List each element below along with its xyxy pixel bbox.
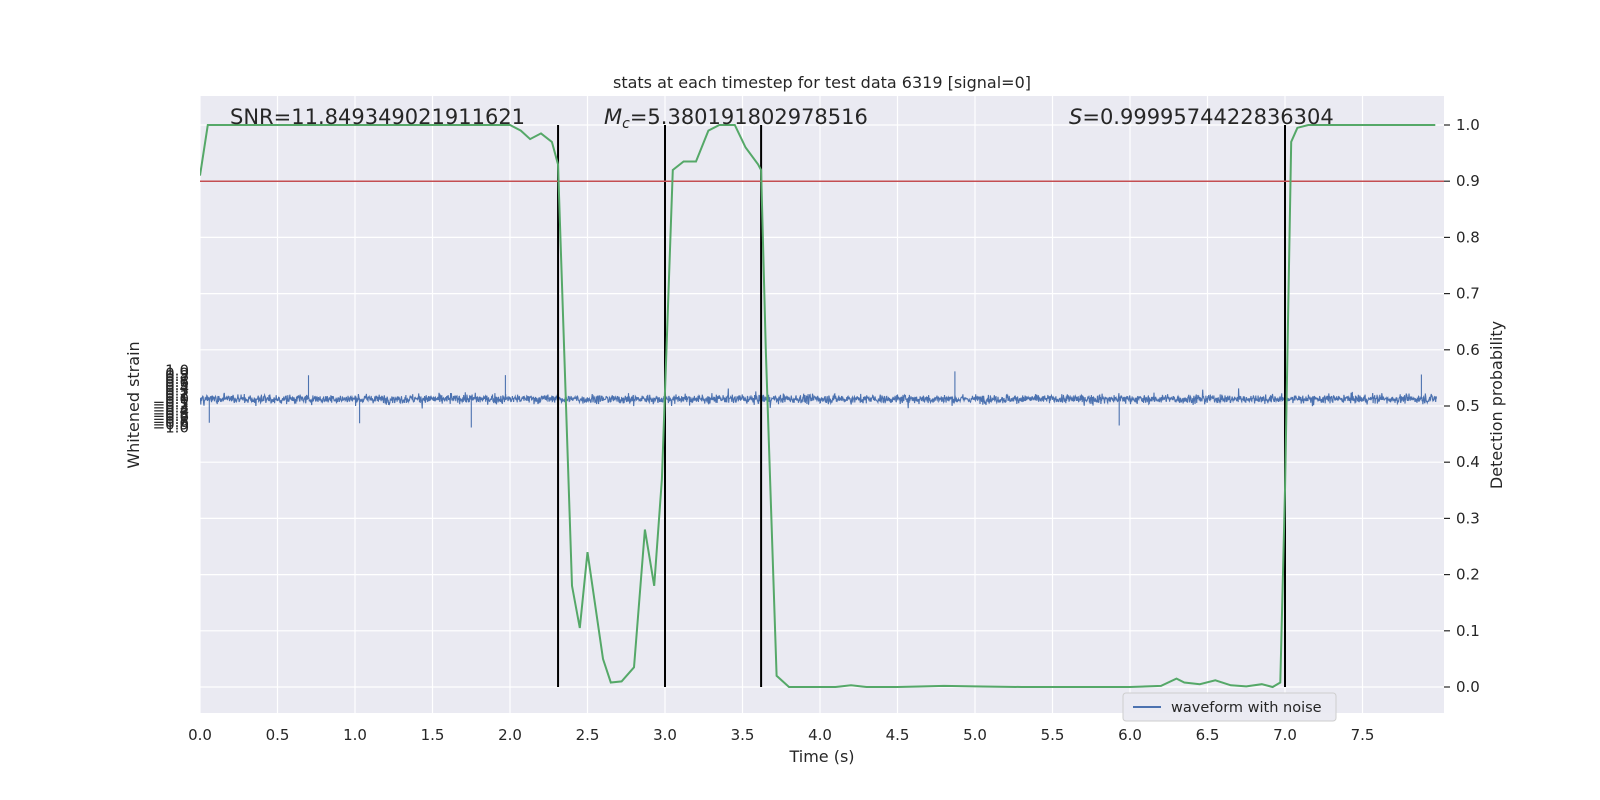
y-right-tick-label: 0.8 [1456,228,1480,246]
y-left-tick-label: 0.4 [165,379,189,397]
y-left-tick-label: −0.9 [153,416,189,434]
x-tick-label: 7.0 [1273,726,1297,744]
x-tick-label: 3.0 [653,726,677,744]
x-tick-label: 2.0 [498,726,522,744]
grid-lines [199,96,1444,713]
y-left-tick-label: 0.8 [165,367,189,385]
legend: waveform with noise [1122,692,1337,722]
y-right-tick-label: 0.6 [1456,341,1480,359]
y-right-tick-label: 0.1 [1456,622,1480,640]
y-left-tick-label: −0.4 [153,401,189,419]
legend-label: waveform with noise [1171,700,1322,716]
chirp-mass-annotation: Mc=5.380191802978516 [604,105,868,132]
x-tick-label: 5.0 [963,726,987,744]
y-right-tick-label: 0.7 [1456,285,1480,303]
y-right-tick-label: 0.3 [1456,509,1480,527]
y-right-tick-label: 0.2 [1456,566,1480,584]
x-tick-label: 0.5 [266,726,290,744]
y-left-tick-label: −1.0 [153,419,189,437]
x-tick-label: 5.5 [1041,726,1065,744]
y-left-tick-label: 0.7 [165,370,189,388]
y-left-tick-label: −0.1 [153,393,189,411]
y-left-tick-label: 0.3 [165,381,189,399]
y-right-axis-label: Detection probability [1487,321,1506,489]
y-left-axis-label: Whitened strain [124,341,143,468]
y-left-tick-label: 0.6 [165,373,189,391]
y-right-tick-label: 0.0 [1456,678,1480,696]
waveform-line [200,371,1438,428]
y-left-tick-label: 0.1 [165,387,189,405]
y-right-axis-ticks: 1.0 0.9 0.8 0.7 0.6 0.5 0.4 0.3 0.2 0.1 0.0 [1444,116,1480,696]
y-right-tick-label: 0.9 [1456,172,1480,190]
mc-value: =5.380191802978516 [630,105,868,129]
y-left-tick-label: −0.8 [153,413,189,431]
y-left-tick-label: −0.6 [153,407,189,425]
x-tick-label: 4.0 [808,726,832,744]
x-tick-label: 4.5 [886,726,910,744]
x-tick-label: 7.5 [1351,726,1375,744]
x-tick-label: 6.5 [1196,726,1220,744]
y-left-tick-label: −0.7 [153,410,189,428]
snr-annotation: SNR=11.849349021911621 [230,105,525,129]
chart-title: stats at each timestep for test data 631… [613,73,1031,92]
y-left-axis-ticks: 1.00.90.80.70.60.50.40.30.20.10.0−0.1−0.… [153,362,189,437]
plot-background [200,96,1444,713]
waveform-series [200,371,1438,428]
x-axis-ticks: 0.0 0.5 1.0 1.5 2.0 2.5 3.0 3.5 4.0 4.5 5.0 5.5 6.0 6… [188,726,1374,744]
mc-symbol: M [604,105,622,129]
s-symbol: S [1069,105,1082,129]
y-right-tick-label: 1.0 [1456,116,1480,134]
y-right-tick-label: 0.4 [1456,453,1480,471]
legend-box [1122,692,1337,722]
y-left-tick-label: −0.2 [153,396,189,414]
x-tick-label: 6.0 [1118,726,1142,744]
x-tick-label: 1.0 [343,726,367,744]
x-tick-label: 1.5 [421,726,445,744]
detection-probability-series [200,124,1436,689]
s-annotation: S=0.9999574422836304 [1069,105,1334,129]
y-left-tick-label: 0.9 [165,364,189,382]
y-left-tick-label: −0.3 [153,399,189,417]
detection-probability-line [200,124,1436,689]
x-tick-label: 2.5 [576,726,600,744]
mc-subscript: c [622,116,630,132]
y-left-tick-label: 0.0 [165,390,189,408]
x-tick-label: 0.0 [188,726,212,744]
y-left-tick-label: −0.5 [153,404,189,422]
y-left-tick-label: 0.5 [165,376,189,394]
s-value: =0.9999574422836304 [1082,105,1333,129]
x-tick-label: 3.5 [731,726,755,744]
y-left-tick-label: 0.2 [165,384,189,402]
y-right-tick-label: 0.5 [1456,397,1480,415]
y-left-tick-label: 1.0 [165,362,189,380]
x-axis-label: Time (s) [788,747,854,766]
